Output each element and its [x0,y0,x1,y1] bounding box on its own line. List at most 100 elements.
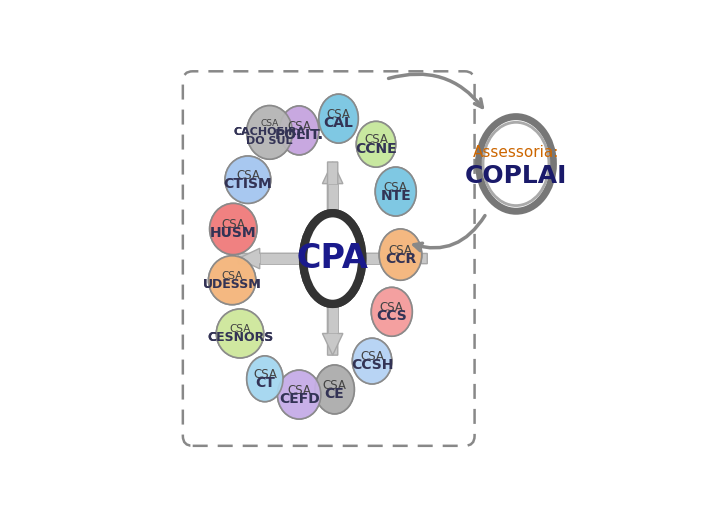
Text: CSA: CSA [322,378,346,392]
Polygon shape [260,253,406,264]
Text: CCSH: CCSH [351,358,393,372]
Text: CSA: CSA [229,324,250,334]
Text: CCS: CCS [376,309,407,323]
Text: CSA: CSA [287,383,311,397]
Ellipse shape [210,203,257,254]
Text: CCNE: CCNE [355,141,397,156]
FancyArrow shape [322,162,343,355]
Text: CTISM: CTISM [224,177,272,191]
Text: CACHOEIRA: CACHOEIRA [234,127,306,137]
FancyArrowPatch shape [414,216,485,251]
Ellipse shape [280,106,319,155]
Text: CTISM: CTISM [224,177,272,191]
Text: CSA: CSA [384,181,408,194]
Text: CSA: CSA [253,368,277,381]
Text: CSA: CSA [253,368,277,381]
Text: CSA: CSA [380,301,404,314]
Text: CSA: CSA [287,120,311,133]
Text: CSA: CSA [322,378,346,392]
FancyArrow shape [238,248,428,269]
Text: CE: CE [325,387,345,401]
Text: CEFD: CEFD [279,392,319,406]
Ellipse shape [319,94,358,143]
Text: DO SUL: DO SUL [246,136,293,146]
Ellipse shape [247,105,293,159]
Ellipse shape [371,287,412,336]
Text: CSA: CSA [221,218,245,231]
Text: CSA: CSA [261,119,279,128]
Ellipse shape [208,256,256,305]
Ellipse shape [225,156,271,203]
Ellipse shape [277,370,321,419]
Text: CCS: CCS [376,309,407,323]
Ellipse shape [247,356,283,402]
Text: CSA: CSA [364,134,388,146]
Ellipse shape [478,117,553,211]
Ellipse shape [315,365,354,414]
Text: UDESSM: UDESSM [203,278,261,291]
Ellipse shape [303,213,362,304]
Text: CAL: CAL [324,116,354,130]
Ellipse shape [247,105,293,159]
Text: NTE: NTE [380,189,411,203]
FancyBboxPatch shape [183,71,475,446]
Ellipse shape [208,256,256,305]
Ellipse shape [371,287,412,336]
Text: CSA: CSA [388,244,412,257]
Ellipse shape [352,338,392,384]
Text: CCR: CCR [385,252,416,266]
Text: CSA: CSA [380,301,404,314]
Ellipse shape [352,338,392,384]
Text: CPA: CPA [297,242,369,275]
Text: CSA: CSA [327,108,351,121]
Text: CSA: CSA [364,134,388,146]
Ellipse shape [356,121,396,167]
Ellipse shape [277,370,321,419]
Text: CEFD: CEFD [279,392,319,406]
Text: CSA: CSA [360,350,384,363]
Text: NTE: NTE [380,189,411,203]
Text: CSA: CSA [229,324,250,334]
Text: POLIT.: POLIT. [274,128,324,142]
Ellipse shape [356,121,396,167]
Ellipse shape [303,213,362,304]
Text: CAL: CAL [324,116,354,130]
Ellipse shape [216,309,264,358]
Text: HUSM: HUSM [210,226,256,240]
Text: CSA: CSA [221,218,245,231]
Text: CE: CE [325,387,345,401]
Text: CSA: CSA [360,350,384,363]
Text: CSA: CSA [384,181,408,194]
Text: CESNORS: CESNORS [207,331,273,344]
Text: CSA: CSA [287,120,311,133]
Ellipse shape [379,229,422,280]
Text: CSA: CSA [261,119,279,128]
Ellipse shape [319,94,358,143]
Polygon shape [327,184,338,333]
Text: CSA: CSA [236,169,260,182]
Text: CSA: CSA [327,108,351,121]
Ellipse shape [379,229,422,280]
Text: CT: CT [255,376,274,390]
Ellipse shape [375,167,416,216]
Text: Assessoria:: Assessoria: [473,145,559,160]
Text: CSA: CSA [388,244,412,257]
Ellipse shape [216,309,264,358]
Ellipse shape [280,106,319,155]
Text: CCSH: CCSH [351,358,393,372]
Text: CSA: CSA [236,169,260,182]
Ellipse shape [375,167,416,216]
Text: CCR: CCR [385,252,416,266]
Text: CESNORS: CESNORS [207,331,273,344]
Ellipse shape [210,203,257,254]
FancyArrow shape [238,248,428,269]
Text: CCNE: CCNE [355,141,397,156]
FancyArrow shape [322,162,343,355]
Text: HUSM: HUSM [210,226,256,240]
Text: CSA: CSA [287,383,311,397]
Text: COPLAI: COPLAI [465,164,567,188]
Ellipse shape [247,356,283,402]
Text: CSA: CSA [221,271,242,281]
Text: CSA: CSA [221,271,242,281]
Text: UDESSM: UDESSM [203,278,261,291]
